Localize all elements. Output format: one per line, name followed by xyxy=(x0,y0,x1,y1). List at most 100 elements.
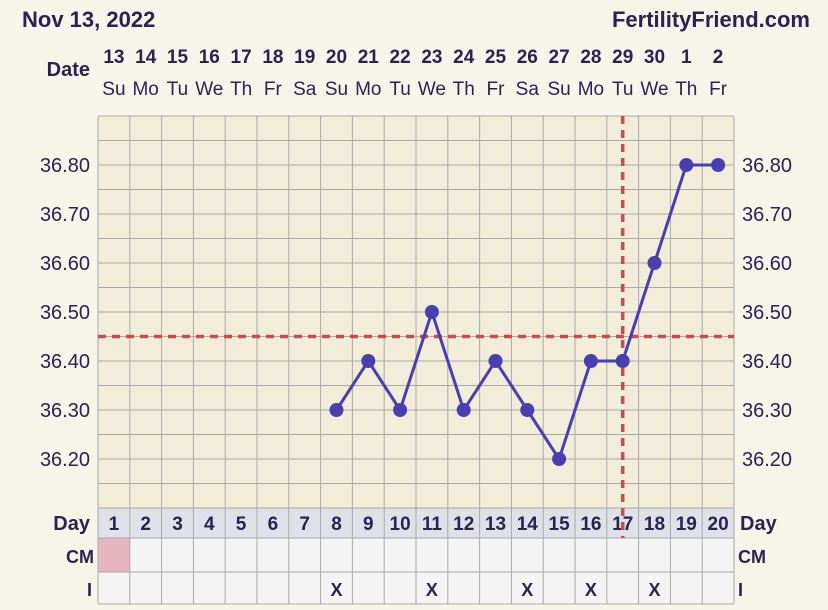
weekday-label: Tu xyxy=(389,79,410,100)
cycle-day-label: 19 xyxy=(676,514,697,535)
cycle-day-label: 10 xyxy=(390,514,411,535)
y-tick-label-right: 36.80 xyxy=(742,155,792,177)
cycle-day-label: 13 xyxy=(485,514,506,535)
cycle-day-label: 7 xyxy=(299,514,310,535)
y-tick-label-right: 36.60 xyxy=(742,253,792,275)
intercourse-mark: X xyxy=(426,580,438,600)
cycle-day-label: 20 xyxy=(708,514,729,535)
site-name: FertilityFriend.com xyxy=(612,7,810,32)
date-label: 29 xyxy=(612,47,633,68)
cycle-day-label: 4 xyxy=(204,514,215,535)
date-label: 27 xyxy=(549,47,570,68)
weekday-label: Th xyxy=(675,79,697,100)
date-label: 14 xyxy=(135,47,157,68)
temperature-point xyxy=(679,158,694,172)
temperature-point xyxy=(361,354,376,368)
intercourse-mark: X xyxy=(521,580,533,600)
intercourse-mark: X xyxy=(585,580,597,600)
period-cell xyxy=(98,538,130,572)
temperature-point xyxy=(552,452,567,466)
weekday-label: Mo xyxy=(132,79,158,100)
date-label: 19 xyxy=(294,47,315,68)
date-label: 18 xyxy=(262,47,283,68)
weekday-label: Th xyxy=(453,79,475,100)
cycle-day-label: 18 xyxy=(644,514,665,535)
y-tick-label-left: 36.40 xyxy=(40,351,90,373)
y-tick-label-left: 36.30 xyxy=(40,400,90,422)
date-label: 16 xyxy=(199,47,220,68)
date-label: 28 xyxy=(580,47,601,68)
cm-row-label-left: CM xyxy=(66,547,94,567)
y-tick-label-left: 36.60 xyxy=(40,253,90,275)
day-row-label-right: Day xyxy=(740,513,778,535)
weekday-label: Sa xyxy=(293,79,317,100)
weekday-label: Tu xyxy=(167,79,188,100)
weekday-label: Mo xyxy=(578,79,604,100)
date-label: 23 xyxy=(421,47,442,68)
temperature-point xyxy=(329,403,344,417)
weekday-label: Th xyxy=(230,79,252,100)
date-label: 17 xyxy=(231,47,252,68)
weekday-label: We xyxy=(418,79,446,100)
intercourse-row-label-left: I xyxy=(87,580,92,600)
chart-date-title: Nov 13, 2022 xyxy=(22,7,155,32)
y-tick-label-right: 36.40 xyxy=(742,351,792,373)
cycle-day-label: 6 xyxy=(268,514,279,535)
y-tick-label-left: 36.20 xyxy=(40,449,90,471)
date-row-label: Date xyxy=(47,59,90,81)
day-row-label-left: Day xyxy=(53,513,91,535)
intercourse-row-label-right: I xyxy=(738,580,743,600)
weekday-label: Su xyxy=(102,79,125,100)
date-label: 24 xyxy=(453,47,475,68)
y-tick-label-left: 36.50 xyxy=(40,302,90,324)
temperature-point xyxy=(520,403,535,417)
cycle-day-label: 14 xyxy=(517,514,539,535)
weekday-label: Mo xyxy=(355,79,381,100)
date-label: 13 xyxy=(103,47,124,68)
date-label: 15 xyxy=(167,47,189,68)
temperature-point xyxy=(615,354,630,368)
weekday-label: Fr xyxy=(487,79,506,100)
date-label: 26 xyxy=(517,47,538,68)
cycle-day-label: 8 xyxy=(331,514,342,535)
cycle-day-label: 16 xyxy=(580,514,601,535)
date-label: 21 xyxy=(358,47,380,68)
weekday-label: Sa xyxy=(516,79,540,100)
intercourse-mark: X xyxy=(330,580,342,600)
temperature-point xyxy=(393,403,408,417)
weekday-label: We xyxy=(640,79,668,100)
temperature-point xyxy=(488,354,503,368)
temperature-point xyxy=(583,354,598,368)
cycle-day-label: 2 xyxy=(140,514,151,535)
weekday-label: Su xyxy=(547,79,570,100)
date-label: 22 xyxy=(390,47,411,68)
y-tick-label-right: 36.20 xyxy=(742,449,792,471)
temperature-point xyxy=(424,305,439,319)
weekday-label: We xyxy=(195,79,223,100)
date-label: 25 xyxy=(485,47,507,68)
date-label: 20 xyxy=(326,47,347,68)
cycle-day-label: 3 xyxy=(172,514,183,535)
temperature-point xyxy=(647,256,662,270)
weekday-label: Fr xyxy=(709,79,728,100)
intercourse-mark: X xyxy=(648,580,660,600)
cycle-day-label: 9 xyxy=(363,514,374,535)
cycle-day-label: 1 xyxy=(109,514,120,535)
y-tick-label-right: 36.30 xyxy=(742,400,792,422)
weekday-label: Su xyxy=(325,79,348,100)
cm-row-label-right: CM xyxy=(738,547,766,567)
date-label: 30 xyxy=(644,47,665,68)
y-tick-label-right: 36.50 xyxy=(742,302,792,324)
weekday-label: Fr xyxy=(264,79,283,100)
cycle-day-label: 12 xyxy=(453,514,474,535)
date-label: 2 xyxy=(713,47,724,68)
temperature-point xyxy=(456,403,471,417)
date-label: 1 xyxy=(681,47,692,68)
cycle-day-label: 11 xyxy=(422,514,443,535)
y-tick-label-right: 36.70 xyxy=(742,204,792,226)
y-tick-label-left: 36.70 xyxy=(40,204,90,226)
cycle-day-label: 5 xyxy=(236,514,247,535)
weekday-label: Tu xyxy=(612,79,633,100)
